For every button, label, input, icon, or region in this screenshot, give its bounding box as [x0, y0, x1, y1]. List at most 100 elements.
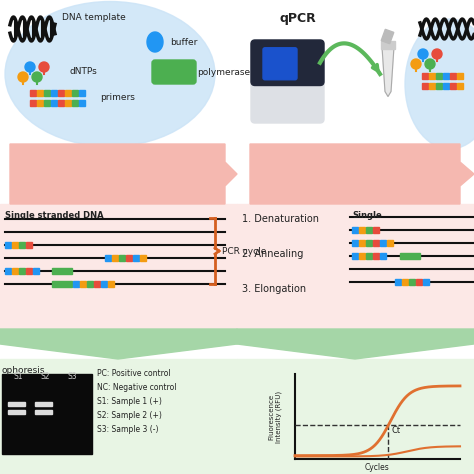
Bar — [133, 255, 139, 261]
Bar — [65, 100, 71, 106]
Bar — [457, 73, 463, 79]
Bar — [373, 227, 379, 233]
Text: polymerase: polymerase — [197, 67, 250, 76]
Bar — [35, 410, 52, 414]
Bar — [101, 281, 107, 287]
Polygon shape — [250, 144, 474, 204]
Bar — [30, 90, 36, 96]
Circle shape — [411, 59, 421, 69]
Circle shape — [418, 49, 428, 59]
Bar — [380, 240, 386, 246]
Bar — [2, 374, 92, 454]
Bar — [429, 83, 435, 89]
Bar — [237, 359, 474, 474]
Bar — [359, 253, 365, 259]
Bar — [352, 253, 358, 259]
Bar — [12, 242, 18, 248]
Bar — [73, 281, 79, 287]
Text: Cycles: Cycles — [365, 464, 390, 473]
Bar — [5, 268, 11, 274]
Bar — [94, 281, 100, 287]
Circle shape — [432, 49, 442, 59]
Circle shape — [32, 72, 42, 82]
Text: S3: Sample 3 (-): S3: Sample 3 (-) — [97, 425, 158, 434]
Bar — [72, 90, 78, 96]
Bar — [402, 279, 408, 285]
Bar — [140, 255, 146, 261]
Bar — [352, 227, 358, 233]
Text: Fluorescence
Intensity (RFU): Fluorescence Intensity (RFU) — [268, 391, 282, 443]
FancyBboxPatch shape — [152, 60, 196, 84]
Bar — [443, 83, 449, 89]
Bar — [423, 279, 429, 285]
Polygon shape — [147, 32, 163, 52]
Bar — [37, 100, 43, 106]
Circle shape — [39, 62, 49, 72]
Bar — [436, 73, 442, 79]
Bar — [8, 402, 25, 406]
Bar — [79, 100, 85, 106]
Bar — [457, 83, 463, 89]
Text: Single: Single — [352, 211, 382, 220]
Text: buffer: buffer — [170, 37, 197, 46]
Text: dNTPs: dNTPs — [70, 66, 98, 75]
Bar — [19, 268, 25, 274]
Bar — [422, 73, 428, 79]
Bar — [87, 281, 93, 287]
Text: S2: S2 — [40, 372, 50, 381]
Bar — [52, 268, 72, 274]
Bar — [51, 90, 57, 96]
Bar — [80, 281, 86, 287]
Bar — [37, 90, 43, 96]
Bar — [126, 255, 132, 261]
Bar — [52, 281, 72, 287]
Bar — [373, 240, 379, 246]
Text: DNA template: DNA template — [62, 12, 126, 21]
Text: Single stranded DNA: Single stranded DNA — [5, 211, 104, 220]
Text: ophoresis: ophoresis — [2, 366, 46, 375]
Bar — [30, 100, 36, 106]
Bar — [112, 255, 118, 261]
Bar — [79, 90, 85, 96]
Bar — [26, 268, 32, 274]
Polygon shape — [0, 329, 237, 359]
Bar — [19, 242, 25, 248]
Bar — [366, 227, 372, 233]
Bar — [5, 242, 11, 248]
Circle shape — [425, 59, 435, 69]
Text: S1: Sample 1 (+): S1: Sample 1 (+) — [97, 397, 162, 406]
Bar — [237, 204, 474, 329]
Bar — [108, 281, 114, 287]
Bar — [366, 240, 372, 246]
Bar — [35, 402, 52, 406]
Bar — [436, 83, 442, 89]
Ellipse shape — [5, 1, 215, 146]
Text: PCR cycle: PCR cycle — [222, 246, 266, 255]
Bar — [12, 268, 18, 274]
Bar — [450, 83, 456, 89]
Bar — [416, 279, 422, 285]
Bar — [381, 29, 394, 44]
Bar — [400, 253, 420, 259]
FancyBboxPatch shape — [251, 40, 324, 123]
Bar — [381, 40, 395, 48]
Text: qPCR: qPCR — [280, 12, 317, 25]
Bar — [443, 73, 449, 79]
Bar — [450, 73, 456, 79]
Bar — [409, 279, 415, 285]
Bar — [44, 100, 50, 106]
Bar — [429, 73, 435, 79]
Circle shape — [25, 62, 35, 72]
Bar — [359, 227, 365, 233]
Bar — [58, 90, 64, 96]
Bar — [33, 268, 39, 274]
Bar — [387, 240, 393, 246]
Bar — [51, 100, 57, 106]
Text: S1: S1 — [13, 372, 23, 381]
Text: Ct: Ct — [391, 426, 401, 435]
Text: primers: primers — [100, 92, 135, 101]
Bar — [8, 410, 25, 414]
Text: 1. Denaturation: 1. Denaturation — [242, 214, 319, 224]
Bar — [395, 279, 401, 285]
Ellipse shape — [405, 19, 474, 149]
